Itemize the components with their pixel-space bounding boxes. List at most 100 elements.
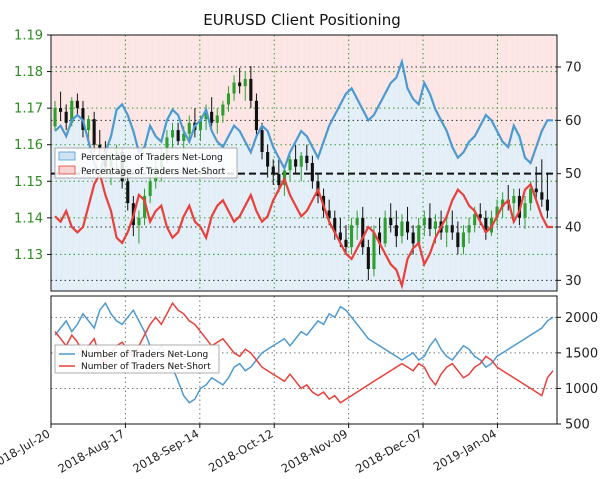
net-long-fill-bar	[169, 109, 176, 291]
candle-body	[221, 104, 225, 116]
net-long-fill-bar	[433, 109, 440, 291]
candle-body	[215, 115, 219, 123]
net-short-fill-bar	[298, 35, 305, 131]
legend-swatch-long	[58, 151, 76, 161]
candle-body	[338, 232, 342, 240]
net-short-fill-bar	[112, 35, 119, 110]
net-short-fill-bar	[101, 35, 108, 153]
net-short-fill-bar	[67, 35, 74, 121]
candle-body	[53, 108, 57, 127]
net-short-fill-bar	[214, 35, 220, 142]
net-short-fill-bar	[275, 35, 282, 158]
candle-body	[484, 217, 488, 233]
net-long-fill-bar	[399, 61, 406, 292]
trader-count-panel: 500 1000 1500 2000 Number of Traders Net-Lo…	[50, 295, 598, 433]
count-tick-label: 2000	[565, 311, 598, 326]
net-short-fill-bar	[461, 35, 468, 153]
net-long-fill-bar	[107, 136, 114, 291]
candle-body	[495, 206, 499, 218]
net-short-fill-bar	[287, 35, 294, 153]
net-short-fill-bar	[405, 35, 412, 89]
percentage-tick-label: 60	[565, 114, 582, 129]
net-short-fill-bar	[444, 35, 451, 131]
legend-label-short-count: Number of Traders Net-Short	[81, 362, 211, 372]
net-long-fill-bar	[298, 131, 305, 291]
price-sentiment-panel: 1.131.141.151.161.171.181.19 3040506070 …	[14, 29, 582, 292]
candle-body	[467, 225, 471, 233]
candle-body	[126, 181, 130, 204]
net-long-fill-bar	[292, 141, 299, 291]
net-short-fill-bar	[506, 35, 513, 147]
candle-body	[182, 133, 186, 141]
net-long-fill-bar	[467, 141, 473, 291]
price-tick-label: 1.14	[14, 211, 43, 226]
candle-body	[473, 214, 477, 226]
net-long-fill-bar	[410, 99, 417, 291]
date-tick-label: 2018-Oct-12	[206, 426, 276, 474]
candle-body	[529, 188, 533, 204]
net-short-fill-bar	[107, 35, 114, 137]
net-short-fill-bar	[197, 35, 204, 121]
net-short-fill-bar	[528, 35, 535, 163]
net-short-fill-bar	[410, 35, 417, 99]
net-short-fill-bar	[56, 35, 63, 126]
net-short-fill-bar	[292, 35, 299, 142]
net-short-fill-bar	[365, 35, 372, 121]
net-long-fill-bar	[455, 157, 462, 291]
date-tick-label: 2018-Jul-20	[0, 426, 53, 471]
net-short-fill-bar	[157, 35, 164, 142]
net-long-fill-bar	[349, 88, 355, 291]
candle-body	[450, 225, 454, 233]
net-short-fill-bar	[450, 35, 457, 147]
net-short-fill-bar	[304, 35, 310, 137]
net-short-fill-bar	[326, 35, 333, 126]
net-short-fill-bar	[146, 35, 153, 126]
net-long-fill-bar	[112, 109, 119, 291]
net-long-fill-bar	[337, 104, 344, 291]
candle-body	[350, 225, 354, 248]
net-long-fill-bar	[236, 131, 243, 291]
percentage-axis-ticks: 30 40 50 60 70	[557, 61, 582, 289]
net-short-fill-bar	[517, 35, 524, 137]
date-tick-label: 2018-Dec-07	[353, 426, 424, 475]
candle-body	[232, 82, 236, 94]
candle-body	[137, 217, 141, 226]
price-tick-label: 1.13	[14, 248, 43, 263]
candle-body	[378, 232, 382, 244]
percentage-tick-label: 40	[565, 221, 582, 236]
candle-body	[277, 174, 281, 185]
net-long-fill-bar	[101, 152, 108, 291]
net-short-fill-bar	[270, 35, 277, 147]
net-short-percentage-line	[54, 170, 553, 290]
candle-body	[249, 78, 253, 101]
candle-body	[400, 221, 404, 237]
count-tick-label: 500	[565, 418, 590, 433]
candle-body	[417, 225, 421, 244]
candle-body	[333, 217, 337, 233]
net-long-fill-bar	[275, 157, 282, 291]
net-short-fill-bar	[320, 35, 327, 142]
candle-body	[299, 155, 303, 167]
net-long-count-line	[54, 301, 554, 404]
net-short-fill-bar	[512, 35, 518, 126]
net-long-fill-bar	[202, 109, 209, 291]
net-long-fill-bar	[405, 88, 412, 291]
date-tick-label: 2018-Nov-09	[279, 426, 350, 475]
net-short-fill-bar	[478, 35, 485, 126]
net-short-fill-bar	[500, 35, 507, 142]
count-tick-label: 1500	[565, 346, 598, 361]
candle-body	[327, 210, 331, 218]
net-long-fill-bar	[79, 120, 86, 291]
candle-body	[288, 159, 292, 171]
net-short-fill-bar	[332, 35, 339, 115]
net-long-fill-bar	[382, 93, 389, 291]
candle-body	[461, 232, 465, 248]
candle-body	[64, 111, 68, 123]
net-long-fill-bar	[394, 77, 400, 291]
candle-body	[512, 195, 516, 204]
net-long-fill-bar	[422, 83, 429, 291]
percentage-tick-label: 30	[565, 274, 582, 289]
date-tick-label: 2019-Jan-04	[431, 426, 499, 473]
candle-body	[501, 199, 505, 207]
net-long-fill-bar	[450, 147, 457, 291]
